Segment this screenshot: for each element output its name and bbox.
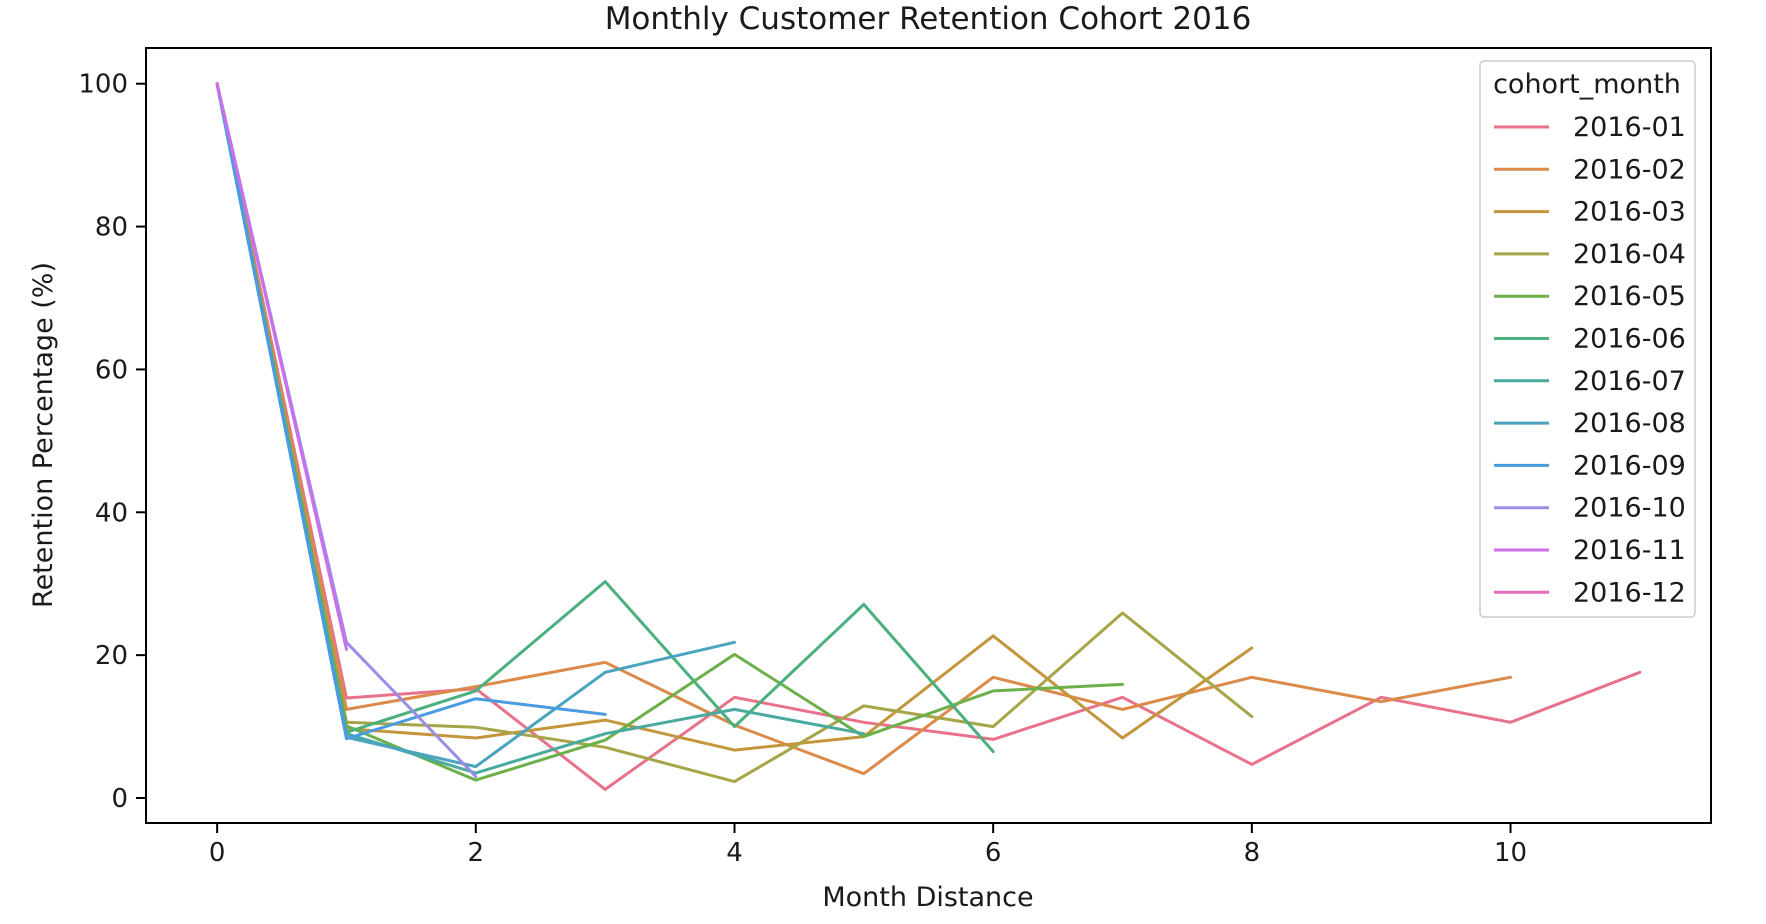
series-line-2016-05 <box>215 82 1124 782</box>
legend-label: 2016-11 <box>1573 535 1686 566</box>
x-tick-label: 2 <box>468 838 485 868</box>
x-tick-label: 10 <box>1494 838 1527 868</box>
legend-item-2016-08: 2016-08 <box>1494 408 1686 439</box>
legend: cohort_month 2016-012016-022016-032016-0… <box>1479 60 1696 618</box>
legend-label: 2016-07 <box>1573 366 1686 397</box>
y-tick-label: 0 <box>111 784 128 814</box>
legend-item-2016-01: 2016-01 <box>1494 112 1686 143</box>
legend-item-2016-04: 2016-04 <box>1494 239 1686 270</box>
legend-item-2016-09: 2016-09 <box>1494 450 1686 481</box>
legend-frame <box>1479 60 1696 618</box>
legend-label: 2016-03 <box>1573 197 1686 228</box>
series-line-2016-03 <box>215 82 1254 752</box>
legend-label: 2016-08 <box>1573 408 1686 439</box>
y-tick-label: 100 <box>78 70 128 100</box>
x-axis-label: Month Distance <box>822 882 1033 913</box>
legend-item-2016-05: 2016-05 <box>1494 281 1686 312</box>
legend-label: 2016-06 <box>1573 324 1686 355</box>
y-tick-label: 20 <box>95 641 128 671</box>
legend-label: 2016-09 <box>1573 450 1686 481</box>
y-axis-label: Retention Percentage (%) <box>28 262 59 608</box>
legend-items: 2016-01 2016-02 2016-03 2016-04 2016-05 2016-… <box>1494 112 1686 608</box>
y-tick-label: 40 <box>95 498 128 528</box>
legend-item-2016-07: 2016-07 <box>1494 366 1686 397</box>
x-axis-ticks: 0 2 4 6 8 10 <box>209 823 1527 868</box>
legend-label: 2016-10 <box>1573 493 1686 524</box>
x-tick-label: 4 <box>726 838 743 868</box>
legend-label: 2016-05 <box>1573 281 1686 312</box>
series-line-2016-09 <box>215 82 607 741</box>
legend-label: 2016-01 <box>1573 112 1686 143</box>
y-axis-ticks: 0 20 40 60 80 100 <box>78 70 146 814</box>
x-tick-label: 0 <box>209 838 226 868</box>
legend-item-2016-11: 2016-11 <box>1494 535 1686 566</box>
legend-item-2016-03: 2016-03 <box>1494 197 1686 228</box>
x-tick-label: 8 <box>1244 838 1261 868</box>
legend-item-2016-06: 2016-06 <box>1494 324 1686 355</box>
series-line-2016-02 <box>215 82 1512 776</box>
series-line-2016-11 <box>215 82 348 651</box>
series-point-2016-12 <box>215 82 219 86</box>
legend-label: 2016-04 <box>1573 239 1686 270</box>
x-tick-label: 6 <box>985 838 1002 868</box>
y-tick-label: 80 <box>95 213 128 243</box>
legend-title: cohort_month <box>1493 69 1681 100</box>
chart-title: Monthly Customer Retention Cohort 2016 <box>605 1 1252 37</box>
legend-item-2016-02: 2016-02 <box>1494 154 1686 185</box>
legend-item-2016-10: 2016-10 <box>1494 493 1686 524</box>
legend-item-2016-12: 2016-12 <box>1494 577 1686 608</box>
legend-label: 2016-02 <box>1573 154 1686 185</box>
plot-area-frame <box>145 47 1712 824</box>
legend-label: 2016-12 <box>1573 577 1686 608</box>
series-layer <box>215 82 1642 791</box>
y-tick-label: 60 <box>95 355 128 385</box>
